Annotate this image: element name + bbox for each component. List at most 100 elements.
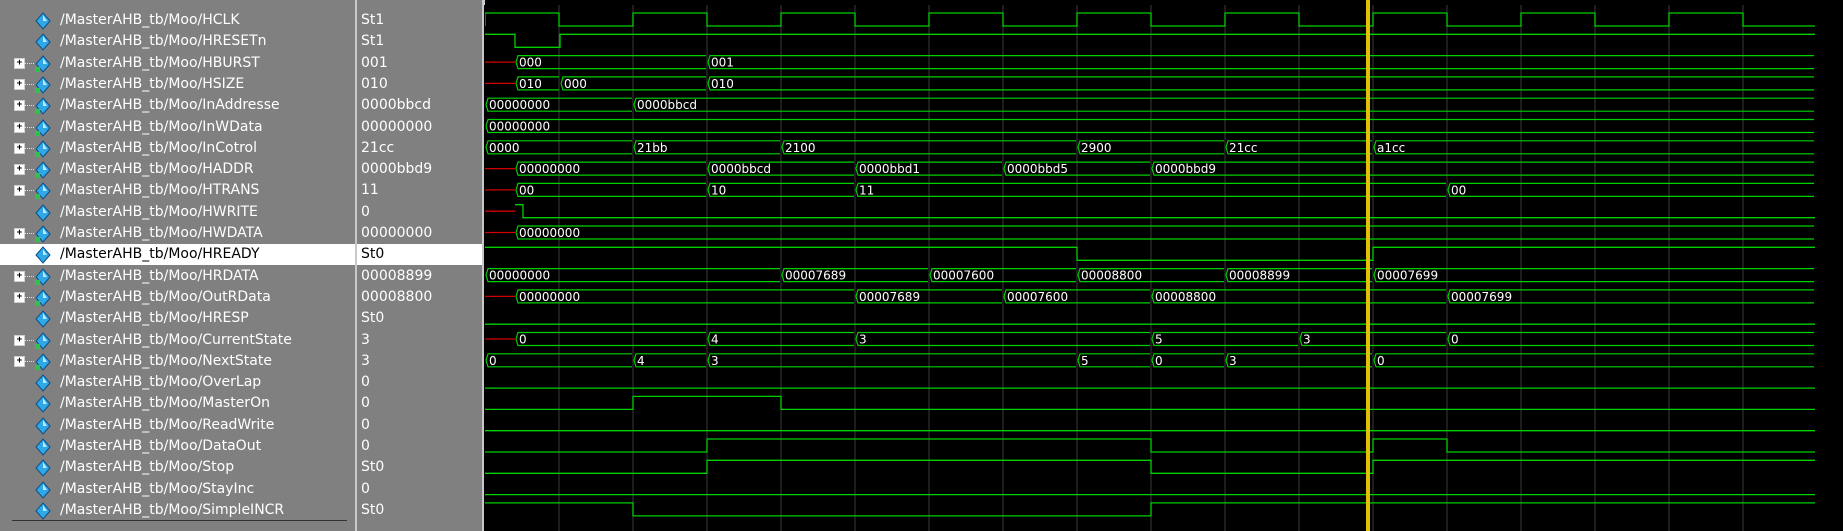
signal-name: /MasterAHB_tb/Moo/CurrentState [60, 331, 292, 348]
signal-row[interactable]: +/MasterAHB_tb/Moo/HRDATA [0, 266, 355, 287]
signal-row[interactable]: /MasterAHB_tb/Moo/SimpleINCR [0, 500, 355, 521]
bus-signal-icon [34, 331, 52, 350]
signal-value-pane[interactable]: St1 St1 001 010 0000bbcd 00000000 21cc 0000bbd9… [357, 0, 484, 531]
bus-signal-icon [34, 182, 52, 201]
tree-connector [24, 190, 34, 192]
signal-value: 0 [361, 416, 370, 433]
bit-signal-icon [34, 438, 52, 456]
signal-value-row[interactable]: 001 [357, 53, 482, 74]
signal-name: /MasterAHB_tb/Moo/DataOut [60, 438, 262, 454]
signal-value-row[interactable]: 11 [357, 180, 482, 201]
signal-value-row[interactable]: St0 [357, 457, 482, 478]
bus-value-label: 0000bbcd [711, 162, 771, 176]
signal-value-row[interactable]: 0 [357, 202, 482, 223]
signal-value-row[interactable]: 0 [357, 479, 482, 500]
signal-value: 0 [361, 438, 370, 454]
signal-value-row[interactable]: 0000bbd9 [357, 159, 482, 180]
signal-row[interactable]: /MasterAHB_tb/Moo/MasterOn [0, 393, 355, 414]
bus-value-label: 00000000 [519, 290, 580, 304]
signal-value: 0 [361, 480, 370, 497]
bit-waveform [485, 459, 1815, 474]
signal-row[interactable]: /MasterAHB_tb/Moo/HCLK [0, 10, 355, 31]
tree-connector [24, 360, 34, 362]
bus-segment [1003, 161, 1150, 176]
signal-row[interactable]: +/MasterAHB_tb/Moo/HWDATA [0, 223, 355, 244]
signal-value-row[interactable]: 3 [357, 330, 482, 351]
signal-row[interactable]: /MasterAHB_tb/Moo/StayInc [0, 479, 355, 500]
signal-value-row[interactable]: 0 [357, 436, 482, 457]
signal-row[interactable]: /MasterAHB_tb/Moo/HWRITE [0, 202, 355, 223]
signal-row[interactable]: /MasterAHB_tb/Moo/DataOut [0, 436, 355, 457]
signal-name: /MasterAHB_tb/Moo/MasterOn [60, 395, 270, 412]
bit-signal-icon [34, 459, 52, 478]
signal-row[interactable]: /MasterAHB_tb/Moo/HREADY [0, 244, 355, 266]
bit-waveform [485, 502, 1815, 517]
signal-value-row[interactable]: 00008800 [357, 287, 482, 308]
signal-name-pane[interactable]: /MasterAHB_tb/Moo/HCLK/MasterAHB_tb/Moo/… [0, 0, 357, 531]
signal-row[interactable]: /MasterAHB_tb/Moo/HRESP [0, 308, 355, 329]
signal-row[interactable]: +/MasterAHB_tb/Moo/HTRANS [0, 180, 355, 201]
bus-segment [485, 118, 1814, 134]
bus-signal-icon [34, 267, 52, 286]
signal-value-row[interactable]: St0 [357, 308, 482, 329]
signal-row[interactable]: +/MasterAHB_tb/Moo/InWData [0, 117, 355, 138]
signal-value-row[interactable]: 3 [357, 351, 482, 372]
bus-value-label: 0 [1451, 333, 1459, 347]
signal-value-row[interactable]: 0 [357, 393, 482, 414]
name-pane-scrollbar[interactable] [12, 520, 347, 521]
signal-row[interactable]: +/MasterAHB_tb/Moo/HBURST [0, 53, 355, 74]
signal-value: 00000000 [361, 225, 433, 241]
signal-value-row[interactable]: 00000000 [357, 117, 482, 138]
bus-value-label: 0000bbcd [637, 98, 697, 112]
signal-value-row[interactable]: 00008899 [357, 266, 482, 287]
bus-segment [633, 140, 780, 155]
bus-value-label: 3 [859, 333, 867, 347]
signal-value-row[interactable]: 0000bbcd [357, 95, 482, 116]
signal-row[interactable]: +/MasterAHB_tb/Moo/NextState [0, 351, 355, 372]
bus-value-label: 000 [564, 77, 587, 91]
bus-segment [1299, 331, 1446, 347]
bus-value-label: 0 [1377, 354, 1385, 368]
signal-row[interactable]: /MasterAHB_tb/Moo/Stop [0, 457, 355, 478]
bus-value-label: 0 [489, 354, 497, 368]
signal-row[interactable]: +/MasterAHB_tb/Moo/OutRData [0, 287, 355, 308]
bus-value-label: 010 [711, 77, 734, 91]
bit-signal-icon [34, 374, 52, 392]
signal-row[interactable]: /MasterAHB_tb/Moo/HRESETn [0, 31, 355, 52]
bus-signal-icon [34, 225, 52, 243]
bus-segment [1225, 353, 1372, 368]
bus-value-label: 0000 [489, 141, 520, 155]
signal-name: /MasterAHB_tb/Moo/HSIZE [60, 75, 245, 92]
signal-row[interactable]: +/MasterAHB_tb/Moo/InAddresse [0, 95, 355, 116]
signal-name: /MasterAHB_tb/Moo/HREADY [60, 246, 260, 263]
signal-row[interactable]: +/MasterAHB_tb/Moo/HADDR [0, 159, 355, 180]
signal-value-row[interactable]: 0 [357, 415, 482, 436]
waveform-pane[interactable]: 000 001 010 000 010 00000000 0000bbcd 00000000 0… [485, 0, 1843, 531]
signal-value-row[interactable]: 010 [357, 74, 482, 95]
signal-row[interactable]: +/MasterAHB_tb/Moo/CurrentState [0, 330, 355, 351]
signal-value-row[interactable]: St0 [357, 244, 482, 266]
signal-value-row[interactable]: 0 [357, 372, 482, 393]
signal-row[interactable]: /MasterAHB_tb/Moo/OverLap [0, 372, 355, 393]
signal-row[interactable]: +/MasterAHB_tb/Moo/HSIZE [0, 74, 355, 95]
signal-value-row[interactable]: St0 [357, 500, 482, 521]
signal-value-row[interactable]: St1 [357, 10, 482, 31]
signal-value-row[interactable]: 00000000 [357, 223, 482, 244]
bus-value-label: 3 [1303, 333, 1311, 347]
signal-row[interactable]: +/MasterAHB_tb/Moo/InCotrol [0, 138, 355, 159]
bus-signal-icon [34, 353, 52, 371]
signal-value-row[interactable]: St1 [357, 31, 482, 52]
signal-value-row[interactable]: 21cc [357, 138, 482, 159]
signal-value: 3 [361, 331, 370, 348]
bus-value-label: 00007600 [1007, 290, 1068, 304]
bus-segment [560, 76, 706, 91]
bus-value-label: 2100 [785, 141, 816, 155]
signal-value: 21cc [361, 139, 395, 156]
signal-value: 0000bbcd [361, 97, 431, 114]
bus-value-label: 5 [1081, 354, 1089, 368]
tree-connector [24, 233, 34, 234]
signal-row[interactable]: /MasterAHB_tb/Moo/ReadWrite [0, 415, 355, 436]
bus-value-label: 00 [1451, 183, 1466, 197]
bus-segment [781, 140, 1076, 155]
